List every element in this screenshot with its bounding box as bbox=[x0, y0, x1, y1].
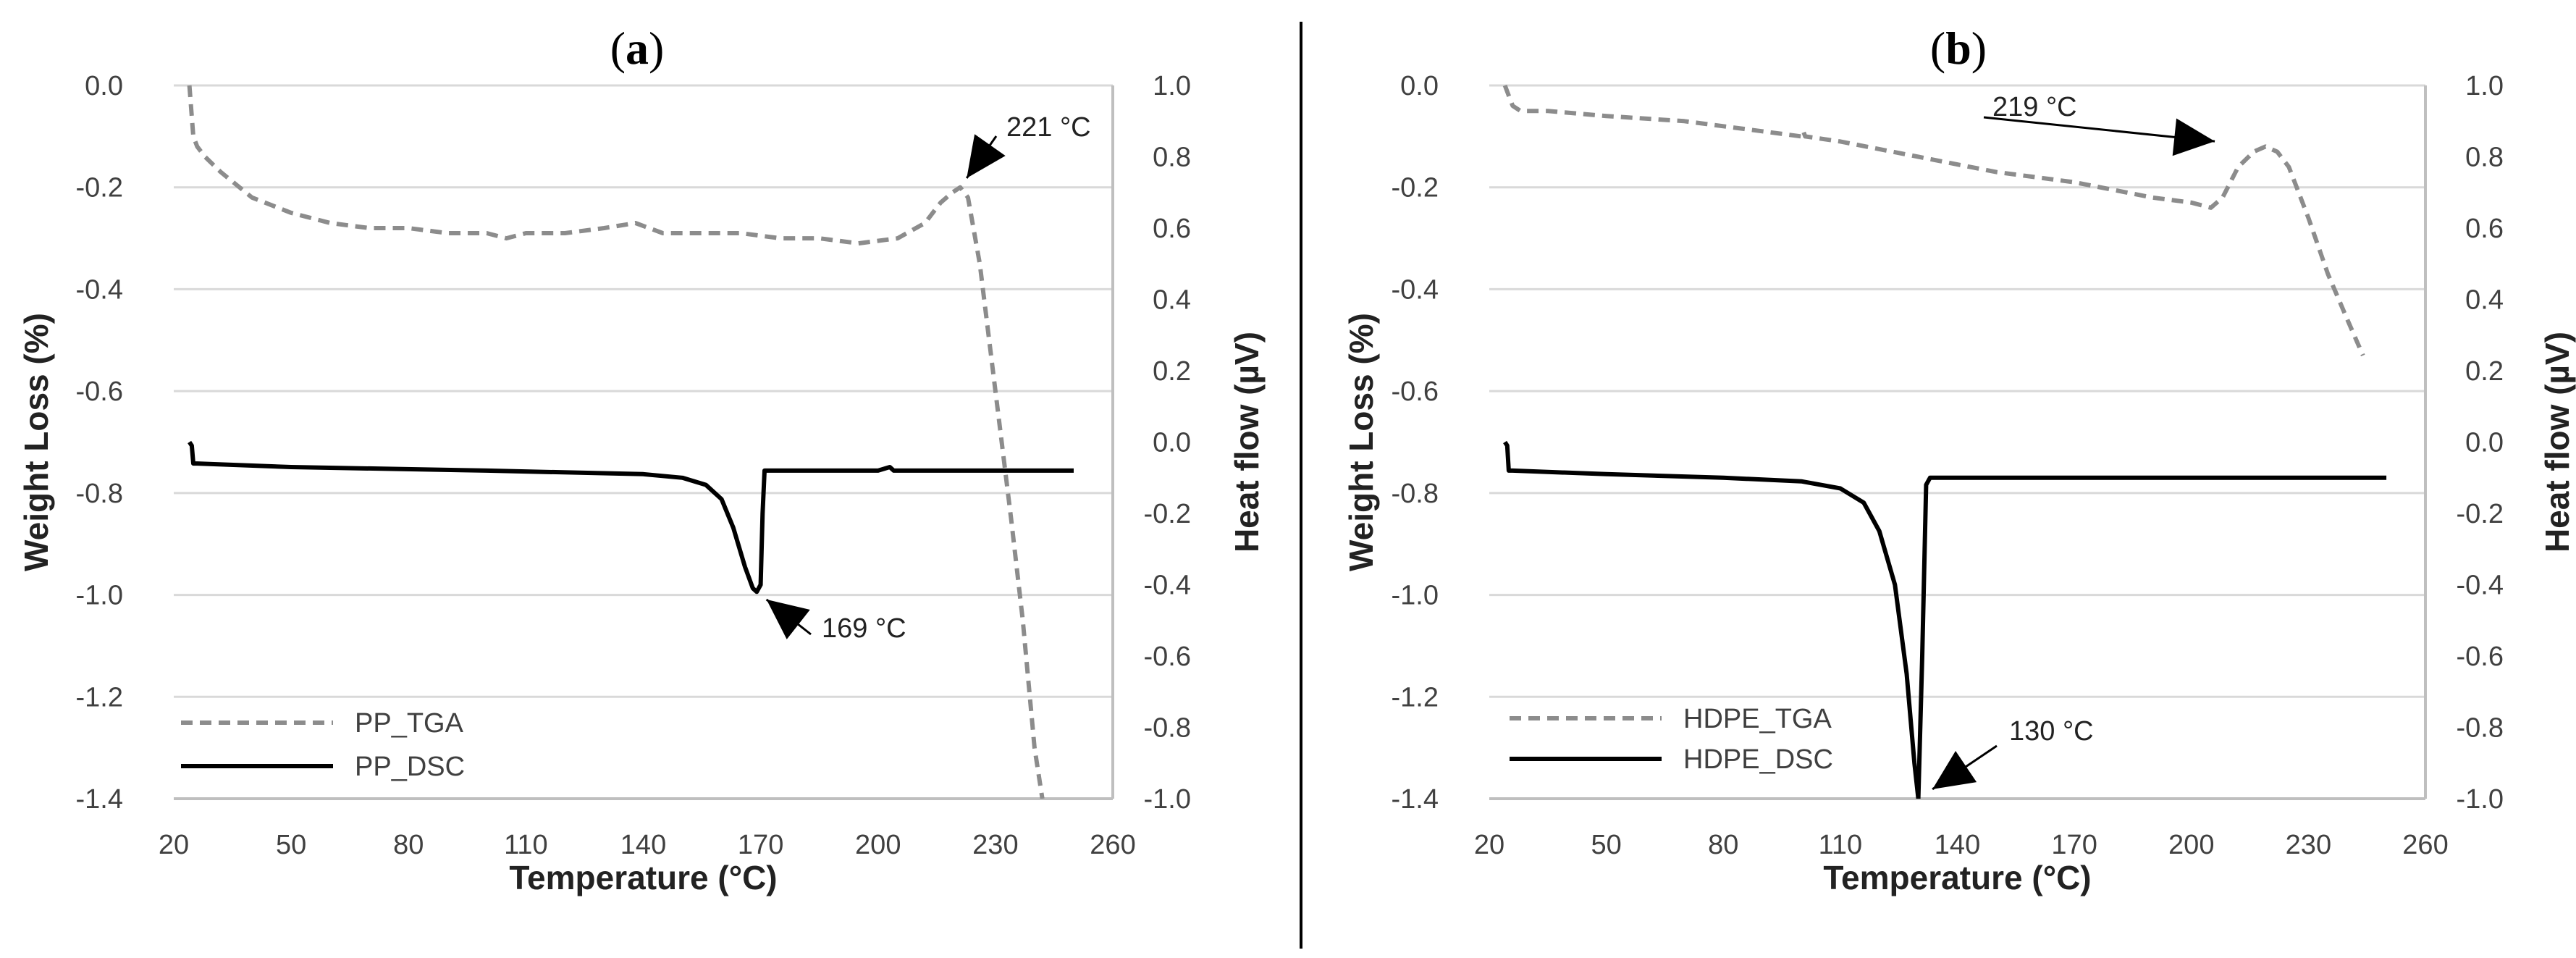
x-tick-label: 50 bbox=[1591, 830, 1621, 860]
x-tick-label: 140 bbox=[620, 830, 666, 860]
annotation-label: 221 °C bbox=[1006, 112, 1091, 143]
y-tick-label: 0.0 bbox=[85, 71, 123, 101]
y2-tick-label: -0.8 bbox=[1144, 713, 1191, 744]
series-line-pp-tga bbox=[187, 85, 1045, 799]
y2-tick-label: 0.2 bbox=[1153, 356, 1191, 387]
annotation-label: 130 °C bbox=[2009, 716, 2094, 747]
y2-tick-label: 0.8 bbox=[1153, 143, 1191, 173]
y2-tick-label: 0.6 bbox=[1153, 214, 1191, 244]
y2-tick-label: 0.0 bbox=[1153, 428, 1191, 458]
legend-label: PP_DSC bbox=[355, 752, 465, 782]
y2-tick-label: 0.0 bbox=[2465, 428, 2504, 458]
x-tick-label: 80 bbox=[393, 830, 424, 860]
y-tick-label: 0.0 bbox=[1400, 71, 1439, 101]
y2-tick-label: 0.2 bbox=[2465, 356, 2504, 387]
chart-panel-a: (a) 0.0 -0.2 -0.4 -0.6 -0.8 -1.0 -1.2 -1.4 1.0 0.8… bbox=[17, 22, 1266, 896]
annotation-label: 169 °C bbox=[822, 613, 906, 644]
x-tick-label: 110 bbox=[1819, 830, 1863, 860]
series-line-hdpe-dsc bbox=[1503, 440, 2387, 799]
y-tick-label: -0.6 bbox=[1392, 377, 1439, 407]
x-tick-label: 170 bbox=[2051, 830, 2097, 860]
y2-tick-label: -1.0 bbox=[1144, 784, 1191, 815]
y2-tick-label: 1.0 bbox=[2465, 71, 2504, 101]
y-tick-label: -0.2 bbox=[1392, 173, 1439, 203]
y-tick-label: -0.6 bbox=[76, 377, 123, 407]
y-tick-label: -0.8 bbox=[1392, 479, 1439, 509]
annotation-label: 219 °C bbox=[1992, 92, 2077, 122]
legend-label: HDPE_TGA bbox=[1683, 704, 1832, 734]
y2-tick-label: 1.0 bbox=[1153, 71, 1191, 101]
y-tick-label: -1.0 bbox=[1392, 581, 1439, 611]
y-axis-title: Weight Loss (%) bbox=[1342, 313, 1380, 571]
annotation-arrowhead bbox=[1932, 751, 1977, 789]
y2-tick-label: -0.4 bbox=[2457, 571, 2504, 601]
x-tick-label: 200 bbox=[855, 830, 901, 860]
legend-label: PP_TGA bbox=[355, 708, 464, 739]
y2-tick-label: -0.8 bbox=[2457, 713, 2504, 744]
x-tick-label: 260 bbox=[2402, 830, 2448, 860]
y2-tick-label: 0.8 bbox=[2465, 143, 2504, 173]
y-tick-label: -0.4 bbox=[1392, 274, 1439, 305]
y-tick-label: -1.2 bbox=[76, 682, 123, 713]
panel-label: (b) bbox=[1930, 22, 1987, 74]
series-line-pp-dsc bbox=[188, 440, 1074, 594]
y-tick-label: -1.0 bbox=[76, 581, 123, 611]
x-tick-label: 20 bbox=[1474, 830, 1504, 860]
x-tick-label: 20 bbox=[159, 830, 189, 860]
y-tick-label: -1.2 bbox=[1392, 682, 1439, 713]
y-tick-label: -1.4 bbox=[1392, 784, 1439, 815]
y2-tick-label: 0.4 bbox=[1153, 285, 1191, 316]
y2-tick-label: -1.0 bbox=[2457, 784, 2504, 815]
y-tick-label: -0.8 bbox=[76, 479, 123, 509]
x-tick-label: 230 bbox=[972, 830, 1018, 860]
y2-tick-label: -0.2 bbox=[1144, 499, 1191, 529]
y2-tick-label: -0.2 bbox=[2457, 499, 2504, 529]
y2-tick-label: 0.4 bbox=[2465, 285, 2504, 316]
legend-label: HDPE_DSC bbox=[1683, 744, 1833, 775]
x-axis-title: Temperature (°C) bbox=[1823, 859, 2091, 896]
x-tick-label: 170 bbox=[738, 830, 783, 860]
panel-label: (a) bbox=[610, 22, 665, 74]
x-tick-label: 140 bbox=[1935, 830, 1980, 860]
y2-axis-title: Heat flow (µV) bbox=[2538, 332, 2576, 552]
annotation-arrowhead bbox=[2172, 118, 2215, 156]
y2-tick-label: 0.6 bbox=[2465, 214, 2504, 244]
x-tick-label: 260 bbox=[1090, 830, 1135, 860]
annotation-arrowhead bbox=[766, 599, 810, 639]
y-axis-title: Weight Loss (%) bbox=[17, 313, 55, 571]
x-axis-title: Temperature (°C) bbox=[509, 859, 777, 896]
chart-panel-b: (b) 0.0 -0.2 -0.4 -0.6 -0.8 -1.0 -1.2 -1.4 1.0 0.8… bbox=[1342, 22, 2576, 896]
y2-tick-label: -0.6 bbox=[1144, 642, 1191, 672]
y2-tick-label: -0.4 bbox=[1144, 571, 1191, 601]
x-tick-label: 200 bbox=[2168, 830, 2214, 860]
y2-axis-title: Heat flow (µV) bbox=[1228, 332, 1266, 552]
y2-tick-label: -0.6 bbox=[2457, 642, 2504, 672]
x-tick-label: 230 bbox=[2286, 830, 2331, 860]
x-tick-label: 80 bbox=[1708, 830, 1738, 860]
x-tick-label: 110 bbox=[504, 830, 548, 860]
annotation-arrowhead bbox=[967, 134, 1006, 178]
series-line-hdpe-tga bbox=[1502, 84, 2365, 357]
y-tick-label: -0.4 bbox=[76, 274, 123, 305]
y-tick-label: -1.4 bbox=[76, 784, 123, 815]
y-tick-label: -0.2 bbox=[76, 173, 123, 203]
x-tick-label: 50 bbox=[276, 830, 306, 860]
